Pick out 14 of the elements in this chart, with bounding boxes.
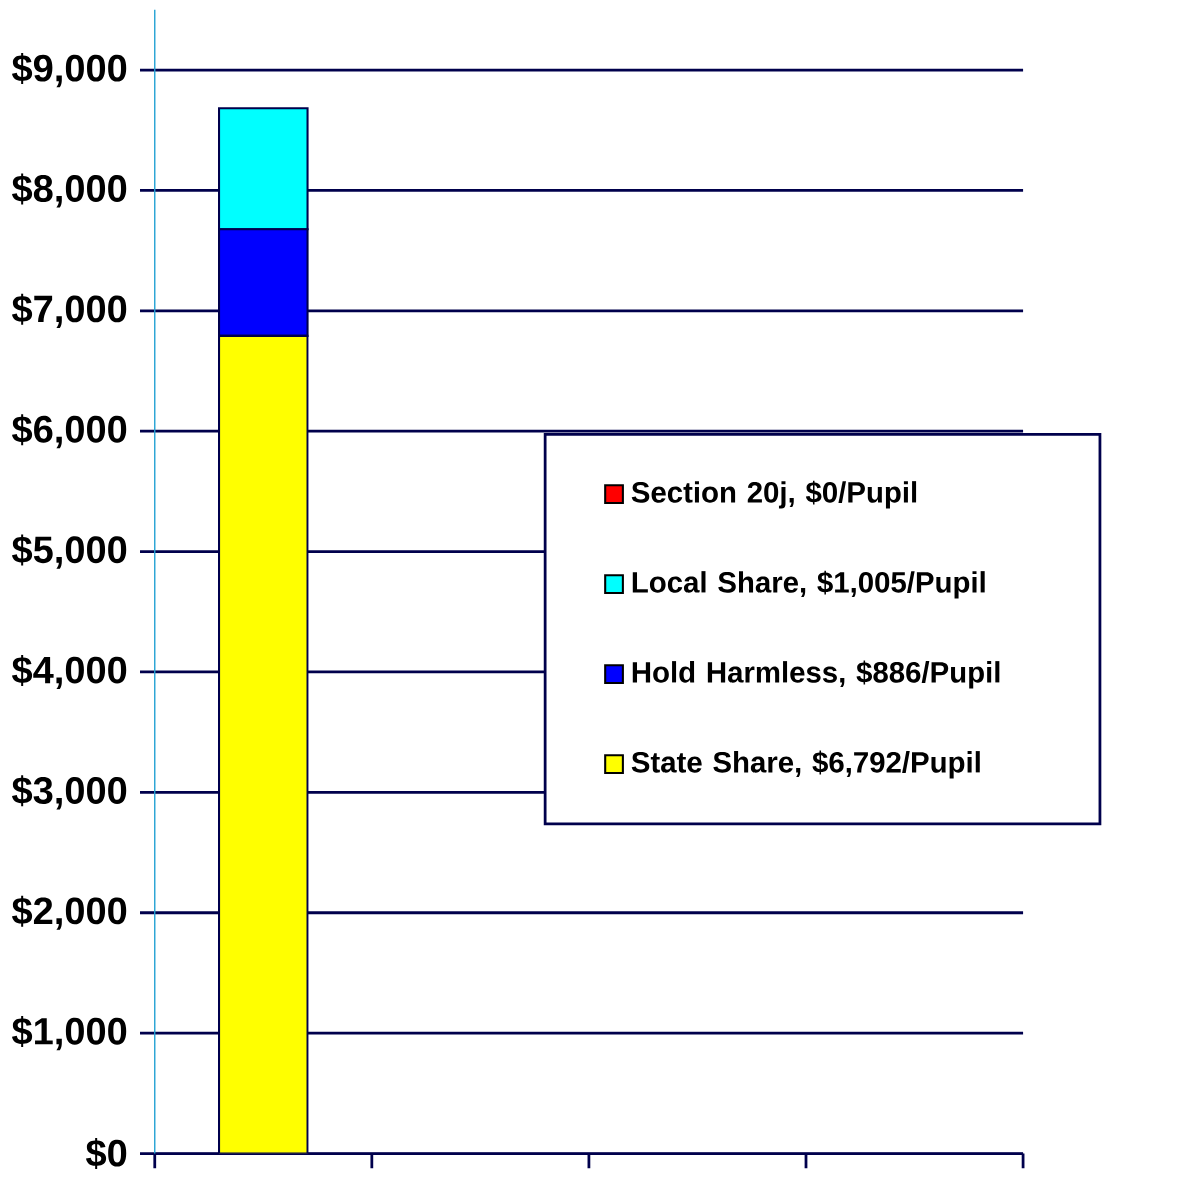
y-tick-label: $9,000 (12, 53, 127, 88)
legend-label: State Share, $6,792/Pupil (631, 750, 980, 779)
y-tick-label: $7,000 (12, 293, 127, 328)
y-tick-label: $0 (86, 1138, 127, 1170)
legend-label: Section 20j, $0/Pupil (631, 480, 917, 509)
y-tick-label: $6,000 (12, 414, 127, 449)
legend-label: Local Share, $1,005/Pupil (632, 570, 985, 599)
y-tick-label: $3,000 (12, 775, 127, 810)
y-tick-label: $4,000 (12, 654, 127, 690)
y-tick-label: $8,000 (12, 173, 127, 208)
y-tick-label: $1,000 (12, 1016, 127, 1051)
y-tick-label: $5,000 (12, 534, 127, 569)
legend-label: Hold Harmless, $886/Pupil (632, 660, 1000, 689)
y-tick-label: $2,000 (12, 895, 127, 930)
